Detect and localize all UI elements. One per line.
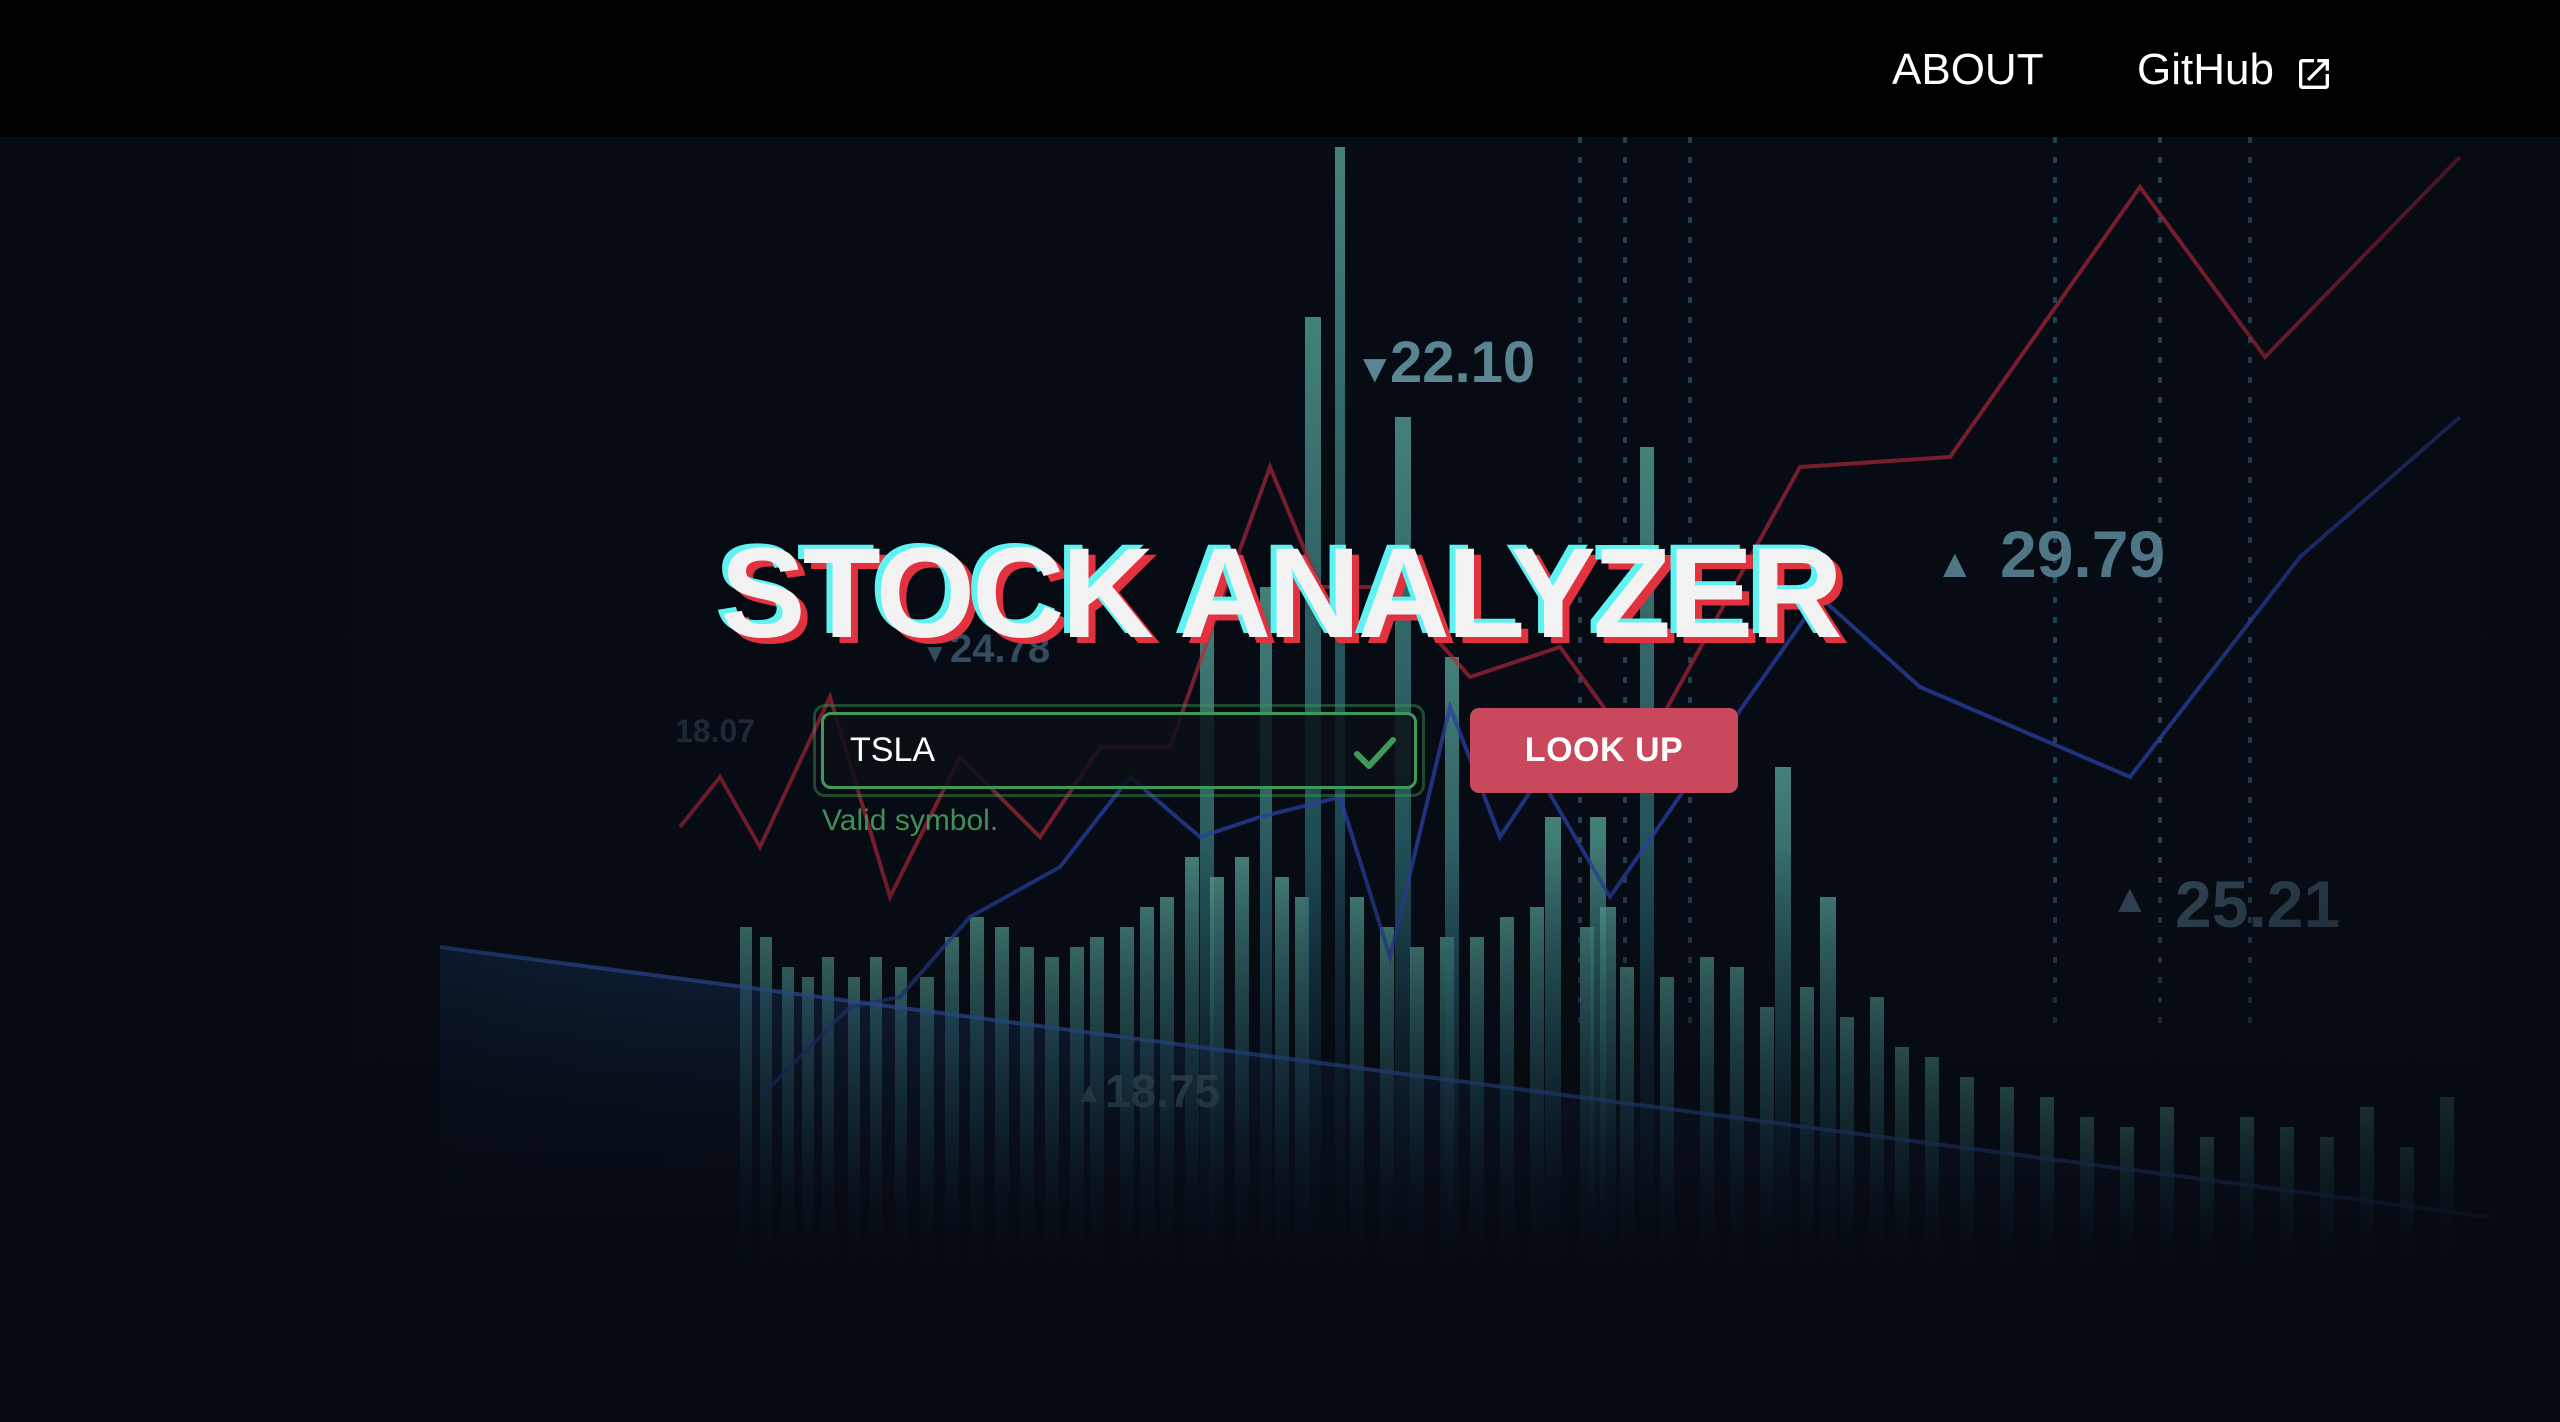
nav-github-label: GitHub [2137, 45, 2274, 94]
app-title: STOCK ANALYZER [720, 522, 1843, 665]
nav-github-link[interactable]: GitHub [2137, 40, 2334, 100]
top-navbar: ABOUT GitHub [0, 0, 2560, 137]
external-link-icon [2294, 50, 2334, 90]
validation-message: Valid symbol. [822, 804, 999, 837]
checkmark-icon [1353, 733, 1397, 773]
nav-about-link[interactable]: ABOUT [1892, 45, 2044, 94]
look-up-button[interactable]: LOOK UP [1470, 708, 1738, 793]
symbol-input[interactable] [821, 712, 1417, 789]
symbol-search-field [813, 704, 1425, 797]
